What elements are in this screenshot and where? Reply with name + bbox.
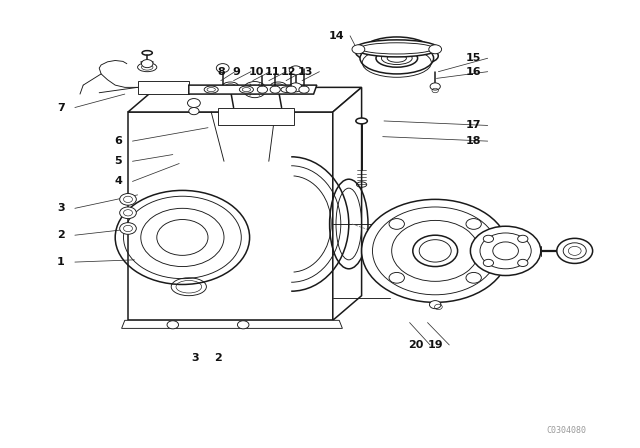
Ellipse shape (239, 86, 253, 93)
Circle shape (557, 238, 593, 263)
Circle shape (429, 45, 442, 54)
Text: 3: 3 (57, 203, 65, 213)
Circle shape (466, 219, 481, 229)
Text: 10: 10 (248, 67, 264, 77)
Circle shape (430, 83, 440, 90)
Text: 12: 12 (280, 67, 296, 77)
Polygon shape (218, 108, 294, 125)
Circle shape (189, 108, 199, 115)
Circle shape (389, 219, 404, 229)
Text: 18: 18 (466, 136, 481, 146)
Circle shape (167, 321, 179, 329)
Ellipse shape (362, 37, 432, 66)
Ellipse shape (392, 222, 479, 280)
Text: 4: 4 (115, 177, 122, 186)
Circle shape (299, 86, 309, 93)
Text: 2: 2 (57, 230, 65, 240)
Ellipse shape (376, 49, 418, 67)
Ellipse shape (355, 40, 438, 57)
Text: 16: 16 (466, 67, 481, 77)
Polygon shape (138, 81, 189, 94)
Ellipse shape (355, 41, 438, 66)
Polygon shape (128, 87, 362, 112)
Circle shape (286, 86, 296, 93)
Text: C0304080: C0304080 (547, 426, 586, 435)
Circle shape (352, 45, 365, 54)
Ellipse shape (204, 86, 218, 93)
Text: 19: 19 (428, 340, 443, 350)
Circle shape (518, 235, 528, 242)
Polygon shape (189, 85, 317, 94)
Text: 17: 17 (466, 121, 481, 130)
Circle shape (257, 86, 268, 93)
Text: 3: 3 (191, 353, 199, 363)
Circle shape (270, 86, 280, 93)
Polygon shape (122, 320, 342, 328)
Circle shape (429, 301, 441, 309)
Text: 5: 5 (115, 156, 122, 166)
Text: 7: 7 (57, 103, 65, 112)
Text: 14: 14 (328, 31, 344, 41)
Circle shape (141, 60, 153, 68)
Text: 20: 20 (408, 340, 424, 350)
Circle shape (237, 321, 249, 329)
Circle shape (120, 194, 136, 205)
Circle shape (466, 272, 481, 283)
Circle shape (216, 64, 229, 73)
Circle shape (289, 66, 302, 75)
Polygon shape (333, 87, 362, 320)
Text: 9: 9 (233, 67, 241, 77)
Text: 1: 1 (57, 257, 65, 267)
Circle shape (470, 226, 541, 276)
Circle shape (362, 199, 509, 302)
Circle shape (389, 272, 404, 283)
Circle shape (483, 235, 493, 242)
Text: 6: 6 (115, 136, 122, 146)
Polygon shape (128, 112, 333, 320)
Ellipse shape (360, 43, 434, 74)
Circle shape (483, 259, 493, 267)
Circle shape (120, 207, 136, 219)
Circle shape (289, 83, 302, 92)
Circle shape (120, 223, 136, 234)
Circle shape (188, 99, 200, 108)
Text: 13: 13 (298, 67, 313, 77)
Circle shape (518, 259, 528, 267)
Ellipse shape (356, 118, 367, 124)
Text: 2: 2 (214, 353, 221, 363)
Text: 15: 15 (466, 53, 481, 63)
Ellipse shape (281, 86, 292, 92)
Text: 11: 11 (264, 67, 280, 77)
Text: 8: 8 (217, 67, 225, 77)
